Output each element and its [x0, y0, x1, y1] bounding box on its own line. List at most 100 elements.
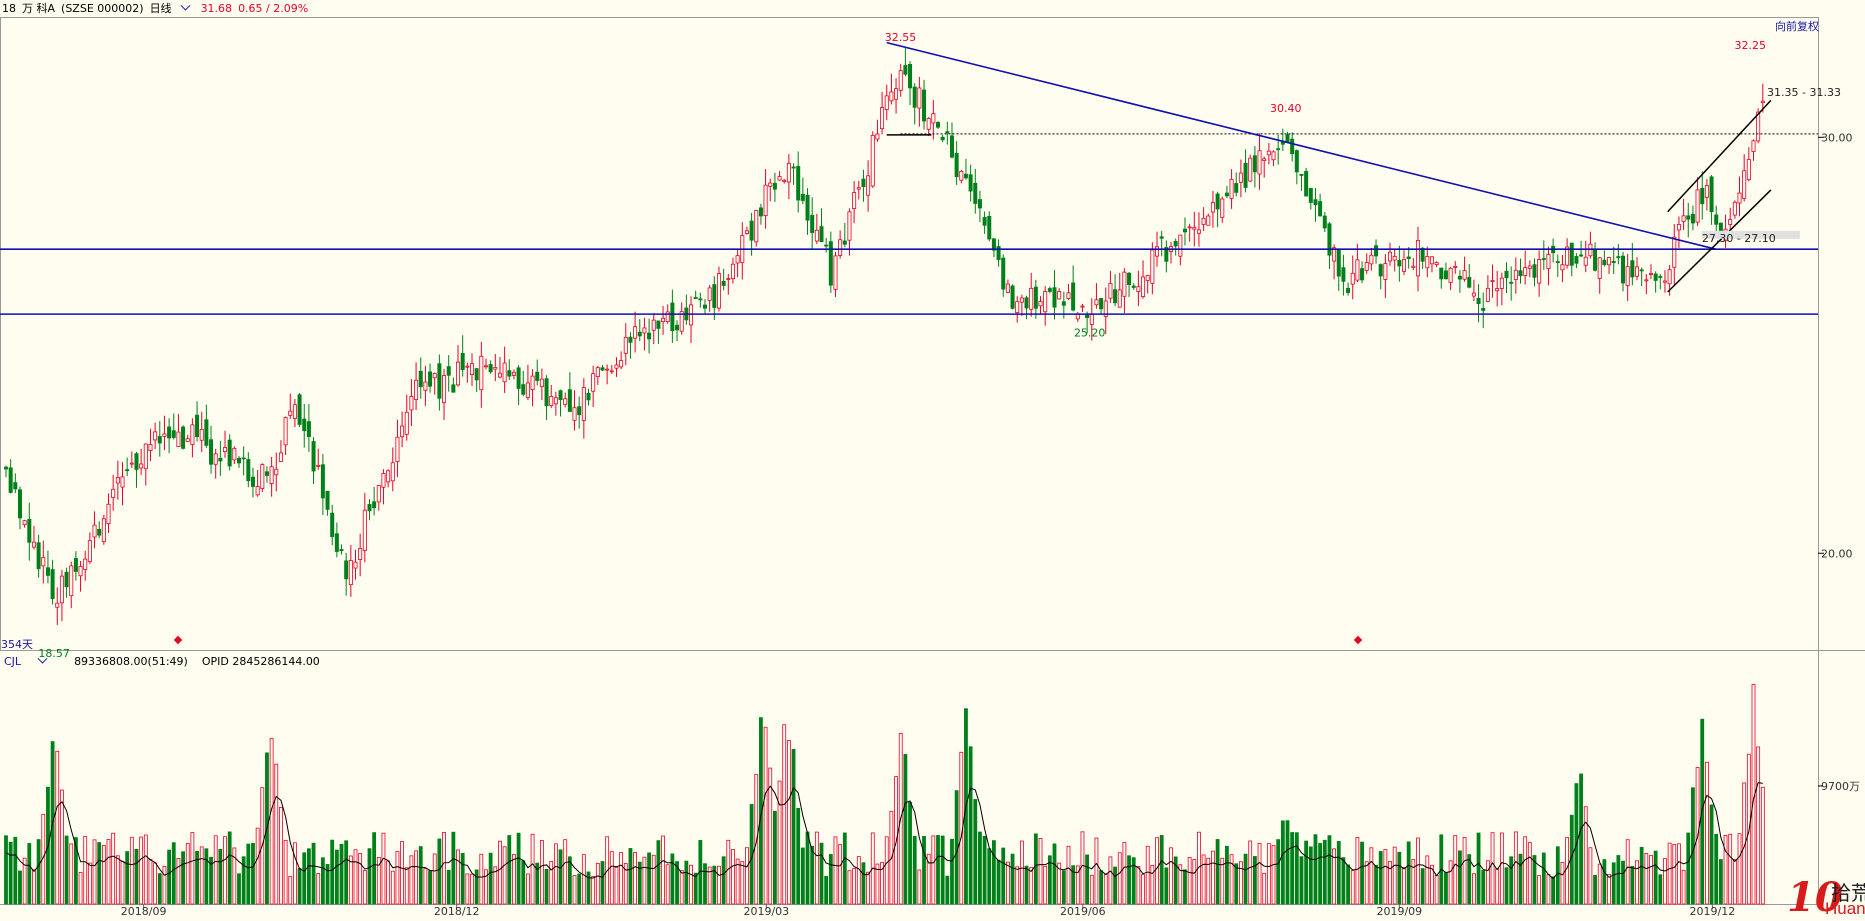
range-label: 27.30 - 27.10	[1702, 232, 1776, 245]
candle-up	[768, 182, 773, 187]
candle-up	[1206, 215, 1211, 226]
volume-bar-up	[633, 852, 637, 905]
candle-up	[1425, 256, 1430, 269]
candle-up	[1756, 111, 1761, 142]
volume-bar-down	[1299, 856, 1304, 905]
volume-bar-down	[759, 717, 763, 905]
volume-bar-down	[474, 869, 479, 905]
candle-up	[1350, 272, 1355, 285]
candle-up	[1238, 172, 1243, 183]
candle-down	[195, 414, 200, 437]
candle-up	[400, 425, 405, 438]
volume-bar-up	[1434, 874, 1439, 905]
candle-up	[1220, 198, 1225, 218]
volume-bar-up	[381, 832, 386, 905]
volume-bar-down	[1159, 835, 1164, 905]
candle-down	[1374, 245, 1379, 257]
candle-up	[395, 436, 400, 462]
candle-up	[1760, 100, 1765, 103]
volume-bar-down	[1308, 846, 1313, 905]
volume-bar-down	[577, 873, 582, 905]
candle-down	[996, 246, 1001, 260]
volume-bar-up	[917, 869, 922, 905]
volume-bar-down	[670, 853, 675, 905]
candle-up	[185, 438, 190, 442]
volume-bar-up	[1192, 859, 1197, 905]
candle-up	[1485, 287, 1490, 302]
volume-bar-down	[936, 835, 940, 905]
volume-bar-up	[395, 851, 400, 905]
period-selector[interactable]: 日线	[150, 0, 195, 15]
volume-bar-up	[754, 774, 759, 905]
watermark-domain: Huang.CN	[1825, 899, 1865, 918]
candle-down	[1630, 260, 1635, 278]
candle-down	[1714, 214, 1719, 225]
volume-bar-up	[1663, 858, 1667, 905]
volume-bar-up	[1122, 842, 1127, 905]
candle-up	[1369, 254, 1374, 265]
volume-bar-up	[498, 840, 502, 905]
volume-bar-up	[735, 858, 740, 905]
candle-down	[1215, 193, 1220, 210]
candle-up	[917, 87, 922, 109]
volume-bar-down	[992, 840, 996, 905]
volume-bar-down	[1420, 868, 1425, 905]
candle-down	[810, 214, 815, 233]
volume-bar-down	[195, 851, 199, 905]
volume-bar-up	[1625, 839, 1630, 905]
candle-up	[880, 107, 885, 130]
volume-bar-down	[1406, 841, 1411, 905]
volume-bar-down	[567, 856, 572, 905]
candle-down	[1164, 247, 1169, 262]
volume-bar-up	[595, 862, 600, 905]
candle-up	[1080, 305, 1085, 308]
volume-indicator-selector[interactable]: CJL	[4, 653, 60, 668]
volume-bar-up	[484, 869, 488, 905]
volume-bar-up	[414, 850, 418, 905]
candle-up	[581, 387, 586, 421]
candle-up	[735, 255, 740, 264]
volume-bar-up	[1392, 846, 1397, 905]
range-box	[1701, 230, 1800, 239]
volume-bar-down	[1318, 843, 1323, 905]
volume-bar-up	[223, 836, 227, 905]
candle-down	[516, 367, 521, 389]
candle-down	[1467, 277, 1472, 288]
adjust-mode-button[interactable]: 向前复权	[1775, 20, 1819, 33]
candle-up	[642, 327, 647, 334]
candle-down	[973, 182, 978, 204]
candle-up	[609, 370, 614, 373]
candle-up	[1383, 263, 1388, 280]
candle-up	[1201, 217, 1206, 225]
price-annotation: 32.55	[885, 31, 917, 44]
volume-bar-up	[1006, 861, 1010, 905]
candle-up	[483, 365, 488, 368]
candle-down	[1061, 301, 1066, 306]
candle-down	[73, 558, 78, 572]
candle-down	[204, 419, 209, 446]
volume-bar-up	[931, 835, 936, 905]
volume-bar-down	[204, 848, 209, 905]
volume-bar-down	[721, 856, 726, 905]
volume-bar-up	[1066, 845, 1071, 905]
volume-bar-down	[1458, 850, 1462, 905]
volume-bar-down	[171, 842, 176, 905]
volume-bar-down	[656, 840, 661, 905]
volume-bar-up	[609, 851, 614, 905]
candle-down	[302, 418, 307, 432]
candle-up	[553, 397, 558, 405]
volume-tick-label: 9700万	[1821, 780, 1860, 793]
volume-bar-down	[74, 837, 78, 905]
volume-bar-down	[251, 843, 255, 905]
candle-down	[861, 178, 866, 187]
volume-bar-up	[726, 839, 731, 905]
volume-bar-up	[1756, 746, 1761, 905]
volume-bar-down	[1346, 864, 1350, 905]
candle-down	[1304, 171, 1309, 197]
candle-up	[1402, 258, 1407, 272]
volume-bar-down	[968, 746, 973, 905]
candle-up	[1434, 262, 1439, 265]
volume-bar-down	[828, 854, 833, 905]
volume-bar-up	[782, 724, 787, 905]
